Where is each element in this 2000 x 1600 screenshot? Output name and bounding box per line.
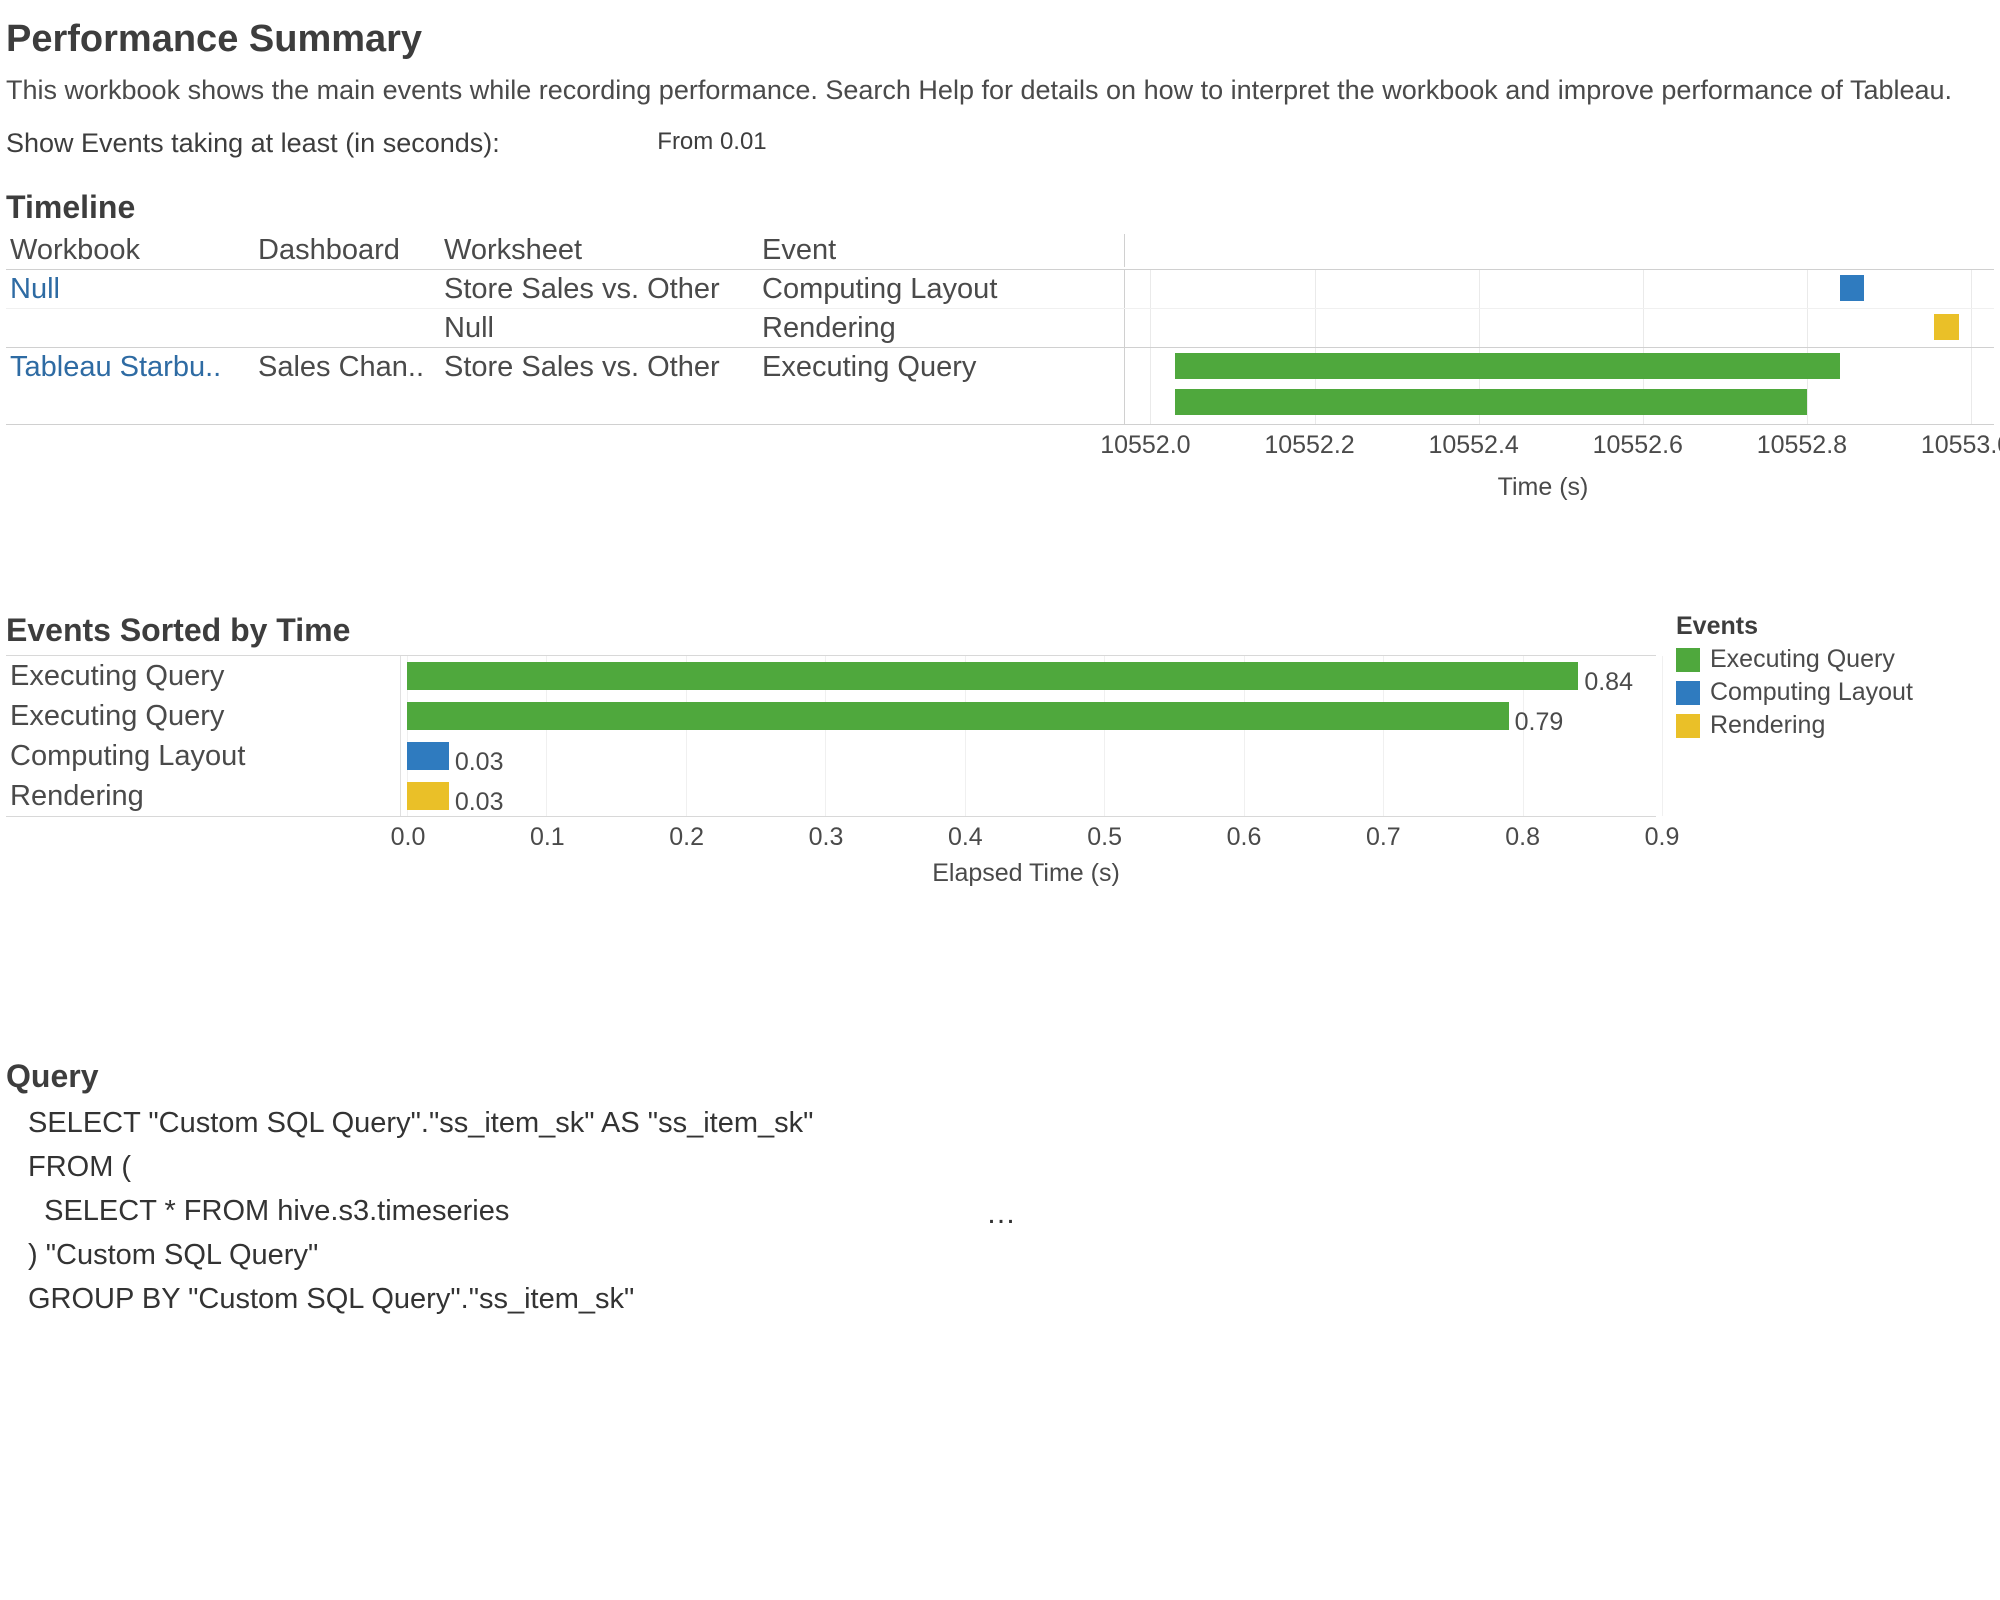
events-row-label: Rendering	[6, 776, 401, 816]
events-row-label: Computing Layout	[6, 736, 401, 776]
cell-worksheet: Store Sales vs. Other	[444, 270, 762, 308]
legend-swatch	[1676, 681, 1700, 705]
legend-item[interactable]: Computing Layout	[1676, 678, 1994, 707]
events-sorted-table: Executing Query0.84Executing Query0.79Co…	[6, 655, 1656, 817]
events-bar-cell: 0.79	[401, 696, 1656, 736]
cell-gantt	[1124, 309, 1971, 347]
events-axis: 0.00.10.20.30.40.50.60.70.80.9	[402, 817, 1656, 851]
cell-workbook	[6, 309, 258, 347]
events-tick: 0.6	[1227, 823, 1262, 852]
col-workbook[interactable]: Workbook	[6, 234, 258, 267]
cell-event: Rendering	[762, 309, 1124, 347]
events-bar-cell: 0.03	[401, 776, 1656, 816]
cell-event: Computing Layout	[762, 270, 1124, 308]
cell-worksheet: Store Sales vs. Other	[444, 348, 762, 424]
query-title: Query	[6, 1058, 1994, 1095]
cell-gantt	[1124, 270, 1971, 308]
events-row-label: Executing Query	[6, 656, 401, 696]
timeline-tick: 10552.4	[1428, 431, 1518, 460]
timeline-table: Workbook Dashboard Worksheet Event NullS…	[6, 232, 1994, 502]
cell-worksheet: Null	[444, 309, 762, 347]
events-sorted-title: Events Sorted by Time	[6, 612, 1656, 649]
events-bar-cell: 0.03	[401, 736, 1656, 776]
events-tick: 0.7	[1366, 823, 1401, 852]
cell-dashboard	[258, 270, 444, 308]
events-bar[interactable]	[407, 662, 1578, 690]
page-subtitle: This workbook shows the main events whil…	[6, 75, 1994, 106]
events-filter-label: Show Events taking at least (in seconds)…	[6, 128, 500, 158]
timeline-tick: 10552.2	[1264, 431, 1354, 460]
subtitle-prefix: This workbook shows the main events whil…	[6, 75, 825, 105]
events-tick: 0.9	[1645, 823, 1680, 852]
legend-swatch	[1676, 714, 1700, 738]
gantt-bar[interactable]	[1175, 353, 1840, 379]
legend-title: Events	[1676, 612, 1994, 641]
timeline-tick: 10552.0	[1100, 431, 1190, 460]
events-legend: Events Executing Query Computing Layout Re…	[1656, 612, 1994, 888]
cell-workbook[interactable]: Null	[6, 270, 258, 308]
cell-event: Executing Query	[762, 348, 1124, 424]
cell-dashboard: Sales Chan..	[258, 348, 444, 424]
timeline-row[interactable]: Tableau Starbu..Sales Chan..Store Sales …	[6, 348, 1994, 425]
events-bar[interactable]	[407, 782, 449, 810]
cell-dashboard	[258, 309, 444, 347]
subtitle-suffix: for details on how to interpret the work…	[974, 75, 1952, 105]
events-filter-value[interactable]: From 0.01	[657, 128, 766, 156]
gantt-bar[interactable]	[1175, 389, 1807, 415]
timeline-row[interactable]: NullRendering	[6, 309, 1994, 348]
events-tick: 0.2	[669, 823, 704, 852]
timeline-title: Timeline	[6, 189, 1994, 226]
timeline-row[interactable]: Null Store Sales vs. OtherComputing Layou…	[6, 270, 1994, 309]
legend-item[interactable]: Rendering	[1676, 711, 1994, 740]
legend-label: Executing Query	[1710, 645, 1895, 674]
events-tick: 0.0	[391, 823, 426, 852]
events-filter-row: Show Events taking at least (in seconds)…	[6, 128, 1994, 159]
events-bar[interactable]	[407, 742, 449, 770]
events-bar-cell: 0.84	[401, 656, 1656, 696]
events-axis-label: Elapsed Time (s)	[396, 851, 1656, 888]
timeline-tick: 10552.6	[1593, 431, 1683, 460]
legend-item[interactable]: Executing Query	[1676, 645, 1994, 674]
events-bar-value: 0.03	[455, 782, 504, 822]
timeline-tick: 10552.8	[1757, 431, 1847, 460]
query-body[interactable]: SELECT "Custom SQL Query"."ss_item_sk" A…	[6, 1101, 1006, 1321]
events-row[interactable]: Rendering0.03	[6, 776, 1656, 817]
events-tick: 0.8	[1505, 823, 1540, 852]
gantt-bar[interactable]	[1934, 314, 1959, 340]
cell-workbook[interactable]: Tableau Starbu..	[6, 348, 258, 424]
legend-label: Computing Layout	[1710, 678, 1913, 707]
events-row-label: Executing Query	[6, 696, 401, 736]
timeline-tick: 10553.0	[1921, 431, 2000, 460]
col-worksheet[interactable]: Worksheet	[444, 234, 762, 267]
events-bar[interactable]	[407, 702, 1509, 730]
timeline-axis-label: Time (s)	[1120, 465, 1966, 502]
search-help-link[interactable]: Search Help	[825, 75, 974, 105]
events-tick: 0.3	[809, 823, 844, 852]
events-tick: 0.1	[530, 823, 565, 852]
timeline-header: Workbook Dashboard Worksheet Event	[6, 232, 1994, 270]
timeline-axis: 10552.010552.210552.410552.610552.810553…	[1120, 425, 1966, 465]
events-row[interactable]: Computing Layout0.03	[6, 736, 1656, 776]
col-gantt	[1124, 234, 1971, 267]
query-text: SELECT "Custom SQL Query"."ss_item_sk" A…	[6, 1101, 1006, 1321]
events-tick: 0.5	[1087, 823, 1122, 852]
col-dashboard[interactable]: Dashboard	[258, 234, 444, 267]
legend-swatch	[1676, 648, 1700, 672]
events-row[interactable]: Executing Query0.79	[6, 696, 1656, 736]
legend-label: Rendering	[1710, 711, 1825, 740]
page-title: Performance Summary	[6, 18, 1994, 61]
events-tick: 0.4	[948, 823, 983, 852]
events-row[interactable]: Executing Query0.84	[6, 656, 1656, 696]
cell-gantt	[1124, 348, 1971, 424]
gantt-bar[interactable]	[1840, 275, 1865, 301]
col-event[interactable]: Event	[762, 234, 1124, 267]
query-ellipsis: …	[986, 1197, 1016, 1231]
